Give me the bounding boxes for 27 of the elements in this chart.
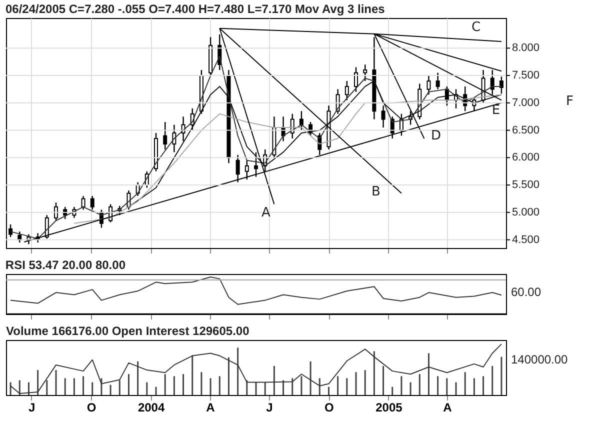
chart-title: RSI 53.47 20.00 80.00 <box>5 258 126 272</box>
y-tick-label: 6.500 <box>512 124 540 136</box>
annotation: E <box>492 103 500 118</box>
annotation: A <box>262 205 271 220</box>
x-tick-label: J <box>266 400 273 414</box>
x-tick-label: O <box>324 400 334 414</box>
annotation: C <box>471 20 481 36</box>
x-tick-label: 2004 <box>138 400 165 414</box>
y-tick-label: 7.500 <box>512 70 540 82</box>
x-tick-label: J <box>28 400 36 414</box>
y-tick-label: 5.500 <box>512 179 540 192</box>
y-tick-label: 4.500 <box>512 234 540 246</box>
x-tick-label: 2005 <box>376 400 403 414</box>
y-tick-label: 6.000 <box>512 152 540 164</box>
annotation: B <box>372 184 380 200</box>
y-tick-label: 8.000 <box>512 42 540 54</box>
x-tick-label: O <box>86 400 96 414</box>
x-tick-label: A <box>443 400 452 414</box>
text: 140000.00 <box>511 352 568 366</box>
text: 60.00 <box>511 285 542 299</box>
x-tick-label: A <box>206 400 216 414</box>
chart-title: Volume 166176.00 Open Interest 129605.00 <box>6 324 250 338</box>
y-tick-label: 7.000 <box>512 96 540 109</box>
annotation: D <box>430 128 442 144</box>
chart-title: 06/24/2005 C=7.280 -.055 O=7.400 H=7.480 L=7.170 Mov Avg 3 lines <box>6 2 386 16</box>
text: F <box>566 94 574 109</box>
y-tick-label: 5.000 <box>512 206 540 218</box>
